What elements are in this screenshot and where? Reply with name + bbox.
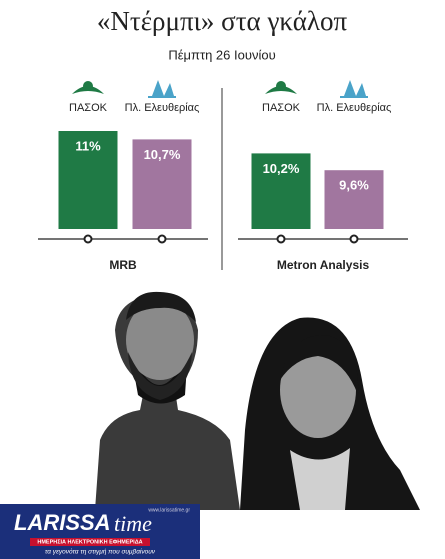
value-label: 11% xyxy=(75,138,101,153)
baseline-dot xyxy=(276,234,286,244)
category-label: Πλ. Ελευθερίας xyxy=(317,102,392,114)
bar xyxy=(251,153,311,229)
category-label: ΠΑΣΟΚ xyxy=(262,102,301,114)
logo-tagline: ΗΜΕΡΗΣΙΑ ΗΛΕΚΤΡΟΝΙΚΗ ΕΦΗΜΕΡΙΔΑ xyxy=(37,539,142,545)
bar xyxy=(324,170,384,229)
baseline-dot xyxy=(83,234,93,244)
value-label: 9,6% xyxy=(339,178,369,193)
party-icon xyxy=(276,81,286,91)
logo-motto: τα γεγονότα τη στιγμή που συμβαίνουν xyxy=(45,548,156,556)
baseline-dot xyxy=(349,234,359,244)
bar xyxy=(132,139,192,229)
party-icon xyxy=(344,80,366,96)
logo-bg xyxy=(0,504,200,559)
chart-title: Metron Analysis xyxy=(277,258,370,272)
chart-title: MRB xyxy=(109,258,137,272)
value-label: 10,2% xyxy=(263,161,300,176)
logo-name2: time xyxy=(114,511,152,536)
logo-band xyxy=(30,538,150,546)
category-label: ΠΑΣΟΚ xyxy=(69,102,108,114)
photos xyxy=(95,291,420,510)
logo-url: www.larissatime.gr xyxy=(148,507,190,513)
logo-name: LARISSA xyxy=(14,510,111,535)
logo: LARISSA time www.larissatime.gr ΗΜΕΡΗΣΙΑ… xyxy=(0,504,200,559)
party-icon xyxy=(152,80,174,96)
title: «Ντέρμπι» στα γκάλοπ xyxy=(97,6,348,36)
subtitle: Πέμπτη 26 Ιουνίου xyxy=(168,47,275,62)
bar xyxy=(58,131,118,229)
baseline-dot xyxy=(157,234,167,244)
party-icon xyxy=(83,81,93,91)
value-label: 10,7% xyxy=(144,147,181,162)
category-label: Πλ. Ελευθερίας xyxy=(125,102,200,114)
